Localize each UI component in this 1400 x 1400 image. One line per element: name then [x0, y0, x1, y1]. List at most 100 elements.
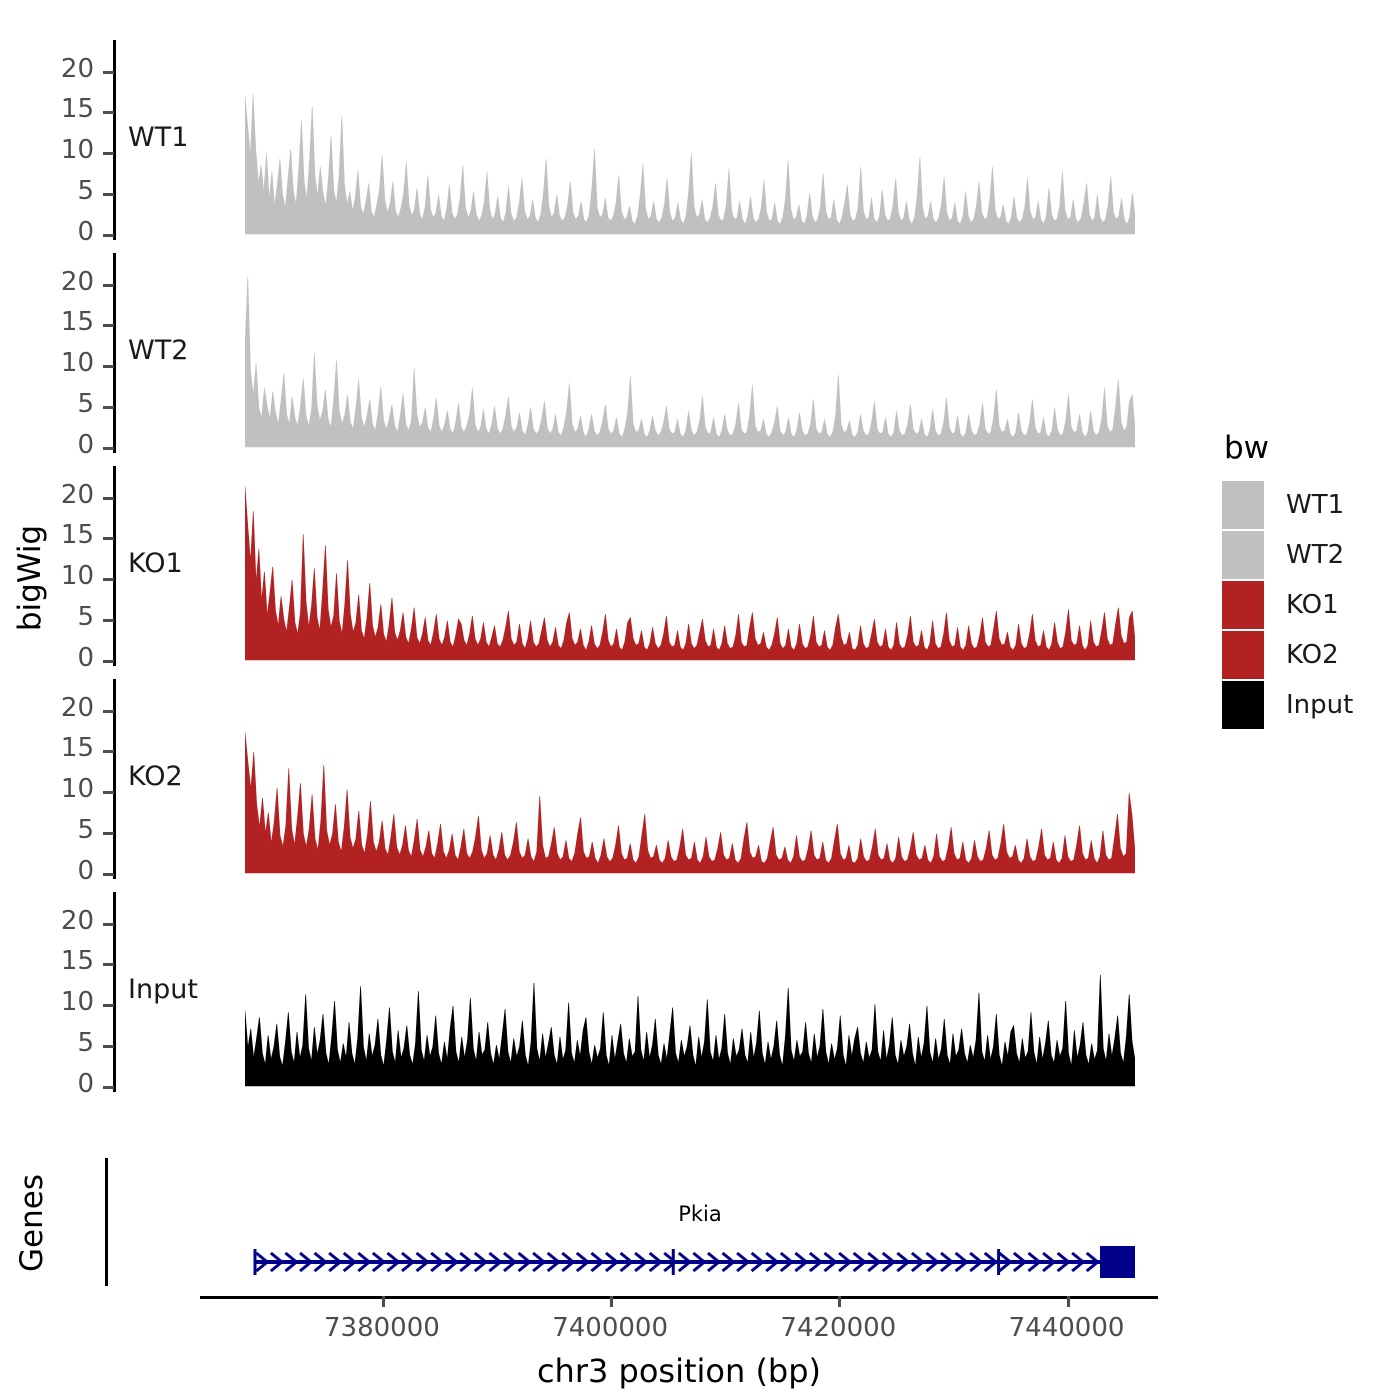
signal-track-wt1: [245, 94, 1135, 235]
y-tick-label: 20: [60, 479, 94, 510]
signal-panel-input: 0 5 10 15 20 Input: [0, 892, 1160, 1099]
y-tick-label: 15: [60, 733, 94, 764]
strand-arrow-icon: [896, 1251, 911, 1273]
legend-item-input[interactable]: Input: [1222, 680, 1400, 730]
strand-arrow-icon: [430, 1251, 445, 1273]
strand-arrow-icon: [706, 1251, 722, 1273]
legend-label: KO1: [1286, 590, 1339, 620]
signal-panel-ko1: 0 5 10 15 20 KO1: [0, 466, 1160, 673]
gene-name-label: Pkia: [678, 1202, 722, 1226]
signal-track-ko1: [245, 486, 1135, 661]
y-axis-line: [113, 679, 116, 879]
strand-arrow-icon: [371, 1251, 387, 1273]
signal-track-wt2: [245, 276, 1135, 448]
y-tick-mark: [103, 537, 114, 541]
legend-title: bw: [1224, 430, 1270, 466]
y-tick-label: 15: [60, 946, 94, 977]
panel-label-wt1: WT1: [128, 122, 189, 153]
strand-arrow-icon: [779, 1251, 795, 1273]
legend-label: WT2: [1286, 540, 1345, 570]
y-tick-label: 20: [60, 53, 94, 84]
y-tick-label: 5: [77, 389, 94, 420]
strand-arrow-icon: [401, 1251, 416, 1273]
panel-label-ko1: KO1: [128, 548, 183, 579]
x-tick-label: 7400000: [552, 1313, 669, 1343]
genes-axis-line: [105, 1158, 108, 1286]
y-tick-mark: [103, 406, 114, 410]
strand-arrow-icon: [1071, 1251, 1086, 1273]
y-axis-line: [113, 892, 116, 1092]
signal-panel-ko2: 0 5 10 15 20 KO2: [0, 679, 1160, 886]
y-tick-label: 0: [77, 217, 94, 247]
gene-model-track: [253, 1246, 1135, 1278]
y-tick-label: 15: [60, 520, 94, 551]
strand-arrow-icon: [342, 1251, 358, 1273]
y-tick-mark: [103, 619, 114, 623]
strand-arrow-icon: [1085, 1251, 1101, 1273]
x-tick-label: 7420000: [780, 1313, 897, 1343]
strand-arrow-icon: [503, 1251, 518, 1273]
legend-item-wt1[interactable]: WT1: [1222, 480, 1400, 530]
strand-arrow-icon: [269, 1251, 285, 1273]
y-tick-label: 0: [77, 430, 94, 460]
strand-arrow-icon: [284, 1251, 299, 1273]
y-tick-label: 20: [60, 905, 94, 936]
y-tick-mark: [103, 709, 114, 713]
x-axis-line: [200, 1296, 1158, 1299]
strand-arrow-icon: [925, 1251, 940, 1273]
signal-track-ko2: [245, 732, 1135, 874]
y-tick-mark: [103, 750, 114, 754]
strand-arrow-icon: [488, 1251, 503, 1273]
y-tick-label: 10: [60, 135, 94, 166]
y-tick-label: 10: [60, 348, 94, 379]
y-tick-mark: [103, 496, 114, 500]
y-tick-mark: [103, 152, 114, 156]
strand-arrow-icon: [255, 1251, 270, 1273]
x-axis-title: chr3 position (bp): [536, 1352, 822, 1390]
legend: bw WT1 WT2 KO1 KO2 Input: [1222, 430, 1400, 730]
panel-label-wt2: WT2: [128, 335, 189, 366]
y-tick-label: 15: [60, 94, 94, 125]
strand-arrow-icon: [983, 1251, 999, 1273]
strand-arrow-icon: [604, 1251, 620, 1273]
legend-swatch: [1222, 581, 1264, 629]
y-tick-mark: [103, 832, 114, 836]
y-tick-mark: [103, 365, 114, 369]
gene-exon-block: [1100, 1246, 1135, 1278]
strand-arrow-icon: [648, 1251, 664, 1273]
x-tick-mark: [1066, 1296, 1070, 1307]
panel-label-input: Input: [128, 974, 198, 1005]
y-tick-mark: [103, 963, 114, 967]
y-tick-label: 0: [77, 643, 94, 673]
y-tick-mark: [103, 70, 114, 74]
panel-label-ko2: KO2: [128, 761, 183, 792]
strand-arrow-icon: [561, 1251, 576, 1273]
strand-arrow-icon: [998, 1251, 1013, 1273]
strand-arrow-icon: [867, 1251, 882, 1273]
strand-arrow-icon: [736, 1251, 751, 1273]
legend-item-ko2[interactable]: KO2: [1222, 630, 1400, 680]
legend-swatch: [1222, 681, 1264, 729]
legend-item-wt2[interactable]: WT2: [1222, 530, 1400, 580]
legend-items: WT1 WT2 KO1 KO2 Input: [1222, 480, 1400, 730]
genes-panel: Pkia: [0, 1150, 1160, 1290]
y-tick-label: 5: [77, 602, 94, 633]
y-tick-mark: [103, 578, 114, 582]
strand-arrow-icon: [313, 1251, 328, 1273]
y-tick-mark: [103, 193, 114, 197]
strand-arrow-icon: [750, 1251, 765, 1273]
strand-arrow-icon: [619, 1251, 634, 1273]
signal-panel-wt2: 0 5 10 15 20 WT2: [0, 253, 1160, 460]
x-tick-label: 7380000: [324, 1313, 440, 1343]
y-tick-mark: [103, 922, 114, 926]
legend-item-ko1[interactable]: KO1: [1222, 580, 1400, 630]
y-tick-mark: [103, 1004, 114, 1008]
legend-swatch: [1222, 531, 1264, 579]
strand-arrow-icon: [328, 1251, 343, 1273]
signal-track-input: [245, 974, 1135, 1087]
y-tick-mark: [103, 111, 114, 115]
strand-arrow-icon: [881, 1251, 897, 1273]
strand-arrow-icon: [473, 1251, 489, 1273]
legend-swatch: [1222, 481, 1264, 529]
